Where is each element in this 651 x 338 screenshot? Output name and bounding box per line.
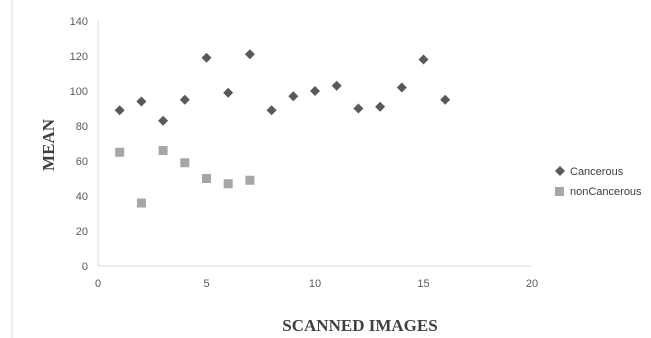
y-tick-label: 120 bbox=[70, 51, 88, 63]
data-points bbox=[114, 49, 451, 208]
legend-item-cancerous: Cancerous bbox=[555, 166, 624, 178]
data-point-square bbox=[136, 198, 146, 208]
x-tick-label: 20 bbox=[526, 278, 538, 290]
series-cancerous bbox=[114, 49, 451, 126]
data-point-diamond bbox=[331, 80, 342, 91]
data-point-diamond bbox=[418, 54, 429, 65]
y-tick-label: 100 bbox=[70, 86, 88, 98]
data-point-square bbox=[115, 147, 125, 157]
data-point-diamond bbox=[375, 101, 386, 112]
x-tick-label: 0 bbox=[95, 278, 101, 290]
x-tick-labels: 0 5 10 15 20 bbox=[95, 278, 538, 290]
legend-marker-square-icon bbox=[555, 187, 564, 196]
y-tick-label: 60 bbox=[76, 156, 88, 168]
data-point-diamond bbox=[440, 94, 451, 105]
data-point-diamond bbox=[179, 94, 190, 105]
x-tick-label: 10 bbox=[309, 278, 321, 290]
legend-marker-diamond-icon bbox=[555, 166, 565, 176]
data-point-square bbox=[223, 179, 233, 189]
y-tick-labels: 0 20 40 60 80 100 120 140 bbox=[70, 16, 88, 273]
x-tick-label: 15 bbox=[417, 278, 429, 290]
data-point-diamond bbox=[396, 82, 407, 93]
data-point-diamond bbox=[114, 105, 125, 116]
data-point-diamond bbox=[136, 96, 147, 107]
data-point-diamond bbox=[158, 115, 169, 126]
y-tick-label: 20 bbox=[76, 226, 88, 238]
y-tick-label: 0 bbox=[82, 261, 88, 273]
data-point-diamond bbox=[266, 105, 277, 116]
data-point-diamond bbox=[201, 52, 212, 63]
legend-label-cancerous: Cancerous bbox=[570, 166, 624, 178]
data-point-square bbox=[180, 158, 190, 168]
legend-label-noncancerous: nonCancerous bbox=[570, 186, 642, 198]
legend: Cancerous nonCancerous bbox=[555, 166, 642, 198]
data-point-diamond bbox=[288, 91, 299, 102]
data-point-diamond bbox=[310, 86, 320, 96]
legend-item-noncancerous: nonCancerous bbox=[555, 186, 642, 198]
series-noncancerous bbox=[115, 146, 255, 208]
y-tick-label: 80 bbox=[76, 121, 88, 133]
data-point-diamond bbox=[244, 49, 255, 60]
data-point-square bbox=[245, 175, 255, 185]
data-point-square bbox=[158, 146, 168, 155]
data-point-square bbox=[202, 174, 211, 183]
data-point-diamond bbox=[353, 103, 364, 114]
y-tick-label: 140 bbox=[70, 16, 88, 28]
y-axis-title: MEAN bbox=[39, 118, 58, 171]
data-point-diamond bbox=[223, 87, 234, 98]
x-axis-title: SCANNED IMAGES bbox=[282, 316, 437, 335]
x-tick-label: 5 bbox=[203, 278, 209, 290]
y-tick-label: 40 bbox=[76, 191, 88, 203]
